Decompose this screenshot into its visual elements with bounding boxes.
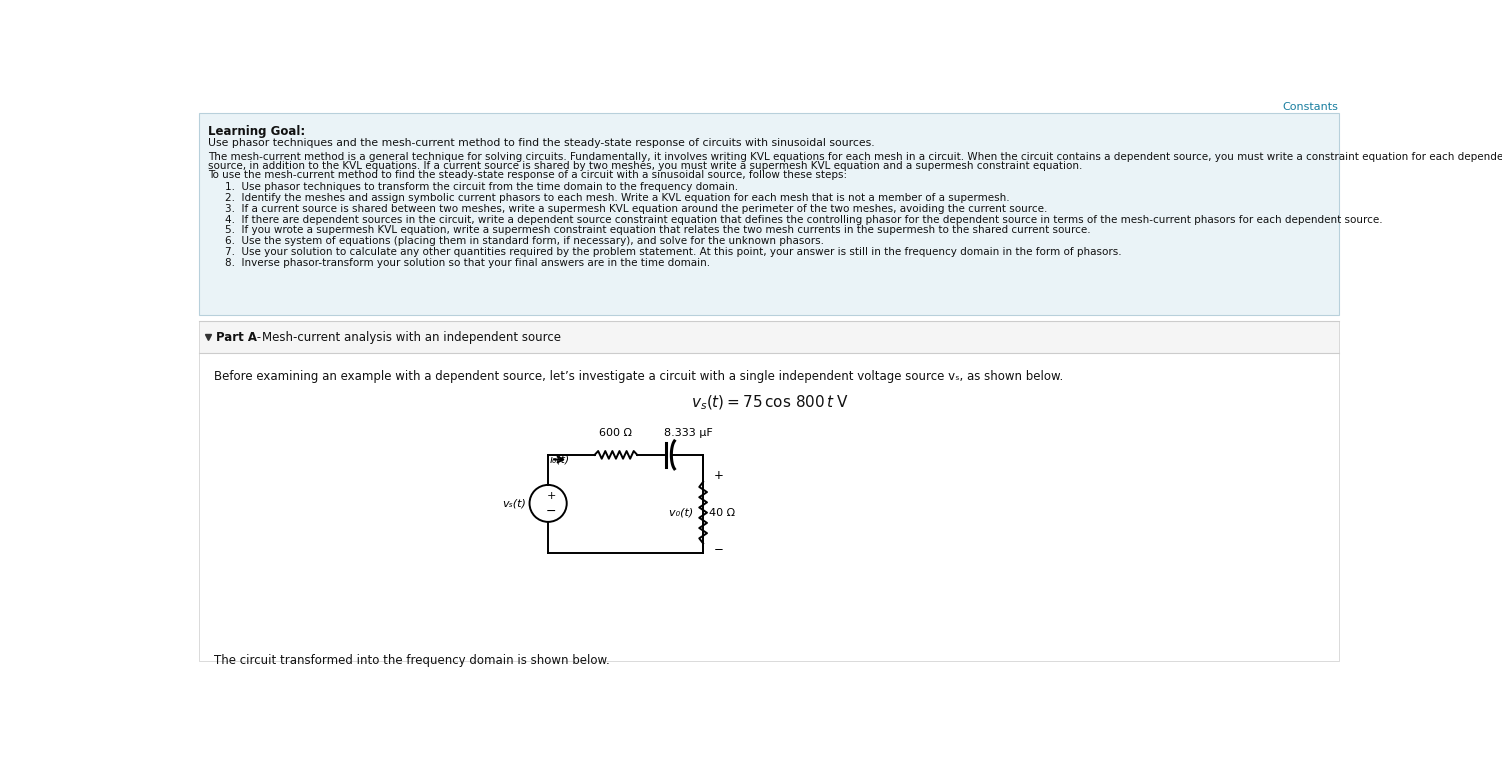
Text: 40 Ω: 40 Ω [709,507,736,517]
Text: +: + [547,491,556,501]
Text: Mesh-current analysis with an independent source: Mesh-current analysis with an independen… [263,331,562,344]
Text: 2.  Identify the meshes and assign symbolic current phasors to each mesh. Write : 2. Identify the meshes and assign symbol… [225,193,1009,203]
Text: 4.  If there are dependent sources in the circuit, write a dependent source cons: 4. If there are dependent sources in the… [225,215,1382,225]
Text: Use phasor techniques and the mesh-current method to find the steady-state respo: Use phasor techniques and the mesh-curre… [207,138,874,148]
Text: source, in addition to the KVL equations. If a current source is shared by two m: source, in addition to the KVL equations… [207,161,1083,171]
Text: Constants: Constants [1283,102,1338,112]
FancyBboxPatch shape [200,354,1338,661]
Text: 7.  Use your solution to calculate any other quantities required by the problem : 7. Use your solution to calculate any ot… [225,247,1122,257]
Text: v₀(t): v₀(t) [670,507,697,517]
Text: To use the mesh-current method to find the steady-state response of a circuit wi: To use the mesh-current method to find t… [207,170,847,180]
Text: 600 Ω: 600 Ω [599,428,632,438]
Text: 1.  Use phasor techniques to transform the circuit from the time domain to the f: 1. Use phasor techniques to transform th… [225,182,737,192]
Text: Part A: Part A [216,331,257,344]
Text: $v_s(t) = 75\,\cos\,800\,t\;\mathrm{V}$: $v_s(t) = 75\,\cos\,800\,t\;\mathrm{V}$ [691,393,849,411]
Text: 6.  Use the system of equations (placing them in standard form, if necessary), a: 6. Use the system of equations (placing … [225,236,825,246]
Text: −: − [545,504,556,517]
FancyBboxPatch shape [200,113,1338,315]
Text: The mesh-current method is a general technique for solving circuits. Fundamental: The mesh-current method is a general tec… [207,152,1502,162]
Text: The circuit transformed into the frequency domain is shown below.: The circuit transformed into the frequen… [215,654,610,667]
FancyBboxPatch shape [200,321,1338,354]
Text: vₛ(t): vₛ(t) [503,498,526,508]
Text: Learning Goal:: Learning Goal: [207,125,305,139]
Text: Before examining an example with a dependent source, let’s investigate a circuit: Before examining an example with a depen… [215,370,1063,383]
Text: 5.  If you wrote a supermesh KVL equation, write a supermesh constraint equation: 5. If you wrote a supermesh KVL equation… [225,226,1090,235]
Text: -: - [252,331,264,344]
Text: i₀(t): i₀(t) [550,454,569,465]
Text: 8.  Inverse phasor-transform your solution so that your final answers are in the: 8. Inverse phasor-transform your solutio… [225,258,710,267]
Text: +: + [713,469,724,482]
Text: 3.  If a current source is shared between two meshes, write a supermesh KVL equa: 3. If a current source is shared between… [225,204,1047,214]
Text: 8.333 μF: 8.333 μF [664,428,712,438]
Text: −: − [713,543,724,556]
